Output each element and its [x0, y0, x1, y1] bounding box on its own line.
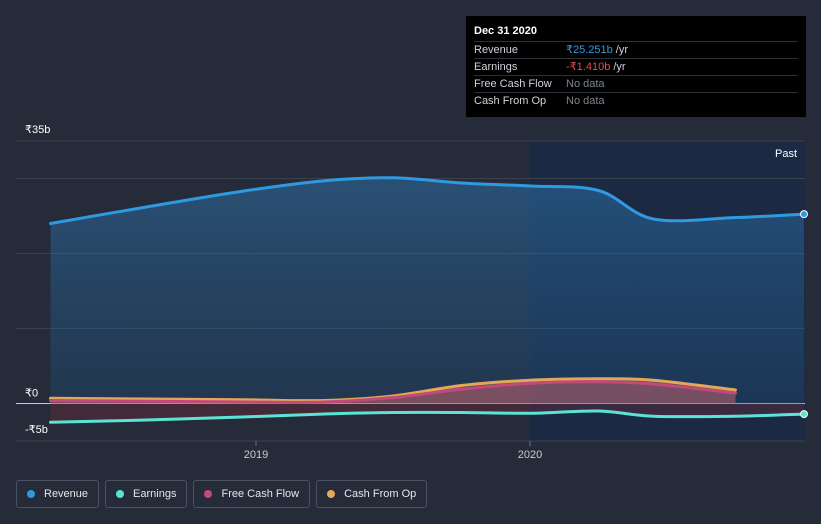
legend-revenue[interactable]: Revenue	[16, 480, 100, 508]
legend-label: Earnings	[133, 488, 177, 500]
legend-cash-from-op[interactable]: Cash From Op	[316, 480, 428, 508]
x-tick-label: 2019	[244, 449, 268, 461]
free-cash-flow-line	[49, 380, 737, 404]
tooltip-value: No data	[566, 95, 605, 107]
revenue-area	[50, 177, 804, 404]
earnings-area	[50, 403, 804, 423]
tooltip-label: Earnings	[474, 61, 518, 73]
tooltip-row-revenue: Revenue ₹25.251b /yr	[474, 41, 798, 58]
tooltip-label: Revenue	[474, 44, 519, 56]
x-tick-label: 2020	[518, 449, 542, 461]
cash-from-op-dot-icon	[327, 490, 336, 498]
tooltip-row-fcf: Free Cash Flow No data	[474, 75, 798, 92]
revenue-dot-icon	[27, 490, 35, 498]
tooltip-value: No data	[566, 78, 605, 90]
y-tick-label: ₹35b	[25, 124, 50, 136]
tooltip-row-earnings: Earnings -₹1.410b /yr	[474, 58, 798, 75]
tooltip-label: Cash From Op	[474, 95, 547, 107]
tooltip-row-cfo: Cash From Op No data	[474, 92, 798, 109]
y-tick-label: ₹0	[25, 388, 38, 400]
past-label: Past	[775, 148, 797, 160]
legend-label: Cash From Op	[344, 488, 417, 500]
legend-label: Revenue	[44, 488, 89, 500]
earnings-endpoint[interactable]	[800, 410, 808, 419]
tooltip-unit: /yr	[613, 61, 626, 73]
tooltip-date: Dec 31 2020	[474, 25, 537, 37]
cash-from-op-line	[49, 377, 737, 403]
y-tick-label: -₹5b	[25, 424, 48, 436]
tooltip-value: -₹1.410b	[566, 61, 611, 73]
tooltip: Dec 31 2020 Revenue ₹25.251b /yr Earning…	[466, 16, 806, 117]
legend: Revenue Earnings Free Cash Flow Cash Fro…	[16, 480, 428, 508]
tooltip-label: Free Cash Flow	[474, 78, 552, 90]
revenue-endpoint[interactable]	[800, 210, 808, 219]
legend-earnings[interactable]: Earnings	[105, 480, 188, 508]
earnings-dot-icon	[116, 490, 125, 498]
tooltip-value: ₹25.251b	[566, 44, 613, 56]
legend-label: Free Cash Flow	[221, 488, 300, 500]
tooltip-unit: /yr	[615, 44, 628, 56]
earnings-line	[49, 409, 806, 424]
free-cash-flow-dot-icon	[204, 490, 213, 498]
legend-free-cash-flow[interactable]: Free Cash Flow	[193, 480, 311, 508]
free-cash-flow-area	[50, 381, 736, 404]
cash-from-op-area	[50, 378, 736, 404]
revenue-line	[49, 176, 806, 225]
